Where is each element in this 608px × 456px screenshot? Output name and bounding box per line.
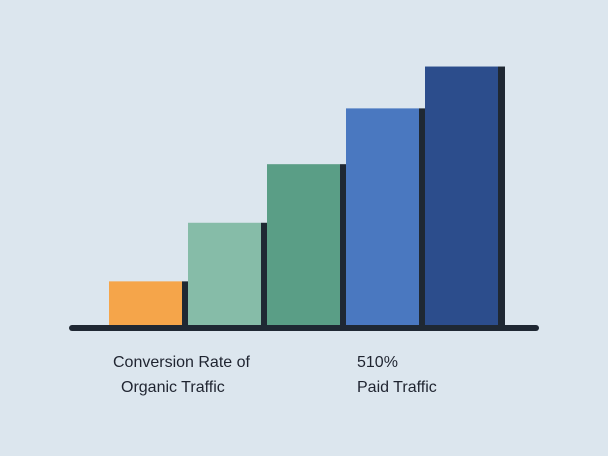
- bar-2-shadow: [261, 222, 268, 326]
- annotation-left-line1: Conversion Rate of: [113, 354, 251, 371]
- annotation-right-line1: 510%: [357, 354, 398, 371]
- bar-3: [267, 164, 340, 326]
- annotation-left-line2: Organic Traffic: [121, 379, 225, 396]
- bar-4-shadow: [419, 108, 426, 326]
- bar-4: [346, 108, 419, 326]
- bars-group: [109, 66, 505, 326]
- bar-3-shadow: [340, 164, 347, 326]
- bar-5-shadow: [498, 66, 505, 326]
- bar-5: [425, 66, 498, 326]
- bar-1-shadow: [182, 281, 189, 326]
- annotation-right-line2: Paid Traffic: [357, 379, 437, 396]
- bar-2: [188, 222, 261, 326]
- bar-1: [109, 281, 182, 326]
